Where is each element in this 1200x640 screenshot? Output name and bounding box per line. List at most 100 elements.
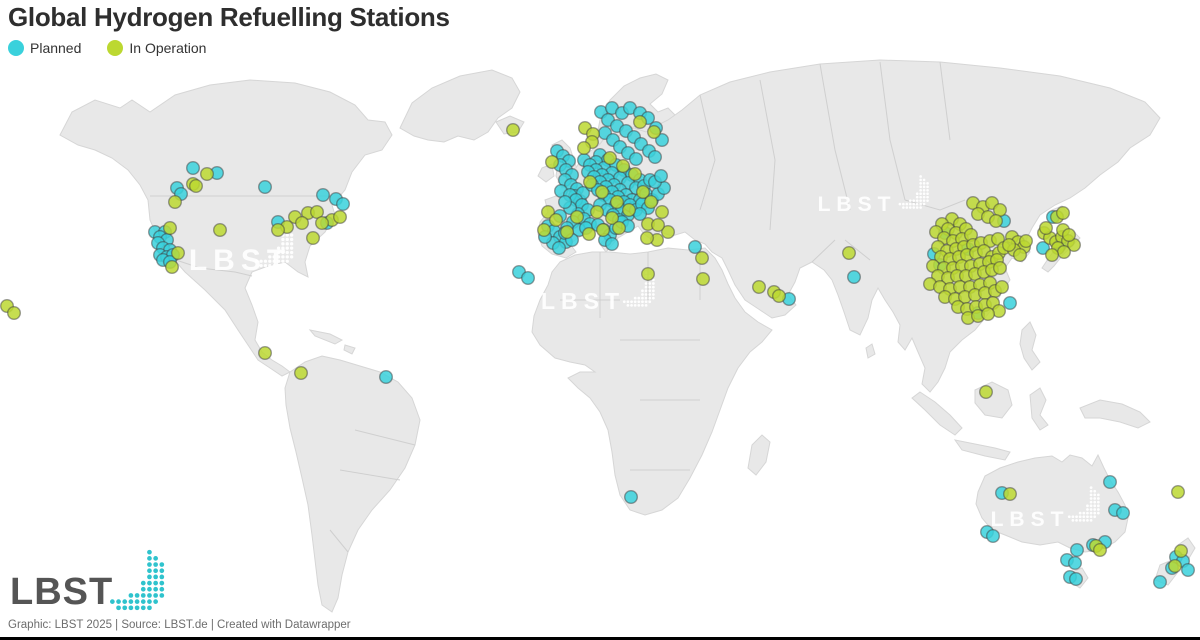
station-dot-in-operation[interactable] <box>583 174 598 189</box>
station-dot-in-operation[interactable] <box>628 166 643 181</box>
station-dot-in-operation[interactable] <box>1013 247 1028 262</box>
station-dot-planned[interactable] <box>1067 556 1082 571</box>
station-dot-planned[interactable] <box>1035 240 1050 255</box>
station-dot-planned[interactable] <box>1069 543 1084 558</box>
station-dot-in-operation[interactable] <box>577 140 592 155</box>
station-dot-in-operation[interactable] <box>1092 543 1107 558</box>
station-dot-in-operation[interactable] <box>772 289 787 304</box>
station-dot-in-operation[interactable] <box>167 194 182 209</box>
station-dot-in-operation[interactable] <box>1061 227 1076 242</box>
station-dot-in-operation[interactable] <box>1038 220 1053 235</box>
station-dot-in-operation[interactable] <box>595 184 610 199</box>
station-dot-planned[interactable] <box>521 271 536 286</box>
lbst-watermark-text: LBST <box>991 508 1070 531</box>
station-dot-in-operation[interactable] <box>294 366 309 381</box>
station-dot-in-operation[interactable] <box>6 306 22 321</box>
station-dot-in-operation[interactable] <box>596 222 611 237</box>
station-dot-in-operation[interactable] <box>995 280 1010 295</box>
station-dot-in-operation[interactable] <box>1003 487 1018 502</box>
station-dot-in-operation[interactable] <box>1055 205 1070 220</box>
lbst-watermark: LBST <box>189 224 294 277</box>
station-dot-planned[interactable] <box>688 239 703 254</box>
station-dot-in-operation[interactable] <box>981 307 996 322</box>
station-dot-in-operation[interactable] <box>188 178 203 193</box>
station-dot-planned[interactable] <box>552 240 567 255</box>
station-dot-in-operation[interactable] <box>582 226 597 241</box>
station-dot-in-operation[interactable] <box>610 194 625 209</box>
station-dot-in-operation[interactable] <box>170 245 185 260</box>
station-dot-planned[interactable] <box>336 196 351 211</box>
station-dot-in-operation[interactable] <box>164 260 179 275</box>
station-dot-in-operation[interactable] <box>696 272 711 287</box>
station-dot-in-operation[interactable] <box>570 209 585 224</box>
station-dot-planned[interactable] <box>605 236 620 251</box>
station-dot-planned[interactable] <box>1102 475 1117 490</box>
station-dot-in-operation[interactable] <box>549 212 564 227</box>
station-dot-planned[interactable] <box>1003 296 1018 311</box>
station-dot-planned[interactable] <box>654 168 669 183</box>
lbst-globe-icon <box>110 549 165 611</box>
station-dot-in-operation[interactable] <box>647 124 662 139</box>
station-dot-in-operation[interactable] <box>989 213 1004 228</box>
station-dot-in-operation[interactable] <box>306 230 321 245</box>
lbst-watermark: LBST <box>818 175 929 216</box>
lbst-watermark: LBST <box>541 271 655 314</box>
bottom-bar <box>0 637 1200 640</box>
station-dot-in-operation[interactable] <box>1044 247 1059 262</box>
station-dot-in-operation[interactable] <box>506 122 521 137</box>
station-dot-in-operation[interactable] <box>605 210 620 225</box>
station-dot-in-operation[interactable] <box>993 261 1008 276</box>
station-dot-in-operation[interactable] <box>644 194 659 209</box>
station-dot-in-operation[interactable] <box>545 154 560 169</box>
legend-label: Planned <box>30 40 82 56</box>
station-dot-in-operation[interactable] <box>979 385 994 400</box>
station-dot-in-operation[interactable] <box>651 217 666 232</box>
station-dot-planned[interactable] <box>624 490 639 505</box>
station-dot-in-operation[interactable] <box>636 184 651 199</box>
station-dot-planned[interactable] <box>629 151 644 166</box>
station-dot-in-operation[interactable] <box>271 222 286 237</box>
station-dot-in-operation[interactable] <box>842 245 857 260</box>
station-dot-planned[interactable] <box>648 149 663 164</box>
station-dot-in-operation[interactable] <box>333 209 348 224</box>
station-dot-in-operation[interactable] <box>1170 485 1185 500</box>
station-dot-planned[interactable] <box>1180 563 1195 578</box>
station-dot-in-operation[interactable] <box>1167 559 1182 574</box>
station-dot-in-operation[interactable] <box>641 267 656 282</box>
station-dot-in-operation[interactable] <box>752 280 767 295</box>
station-dot-planned[interactable] <box>1115 506 1130 521</box>
station-dot-in-operation[interactable] <box>560 224 575 239</box>
station-dot-planned[interactable] <box>258 179 273 194</box>
station-dot-in-operation[interactable] <box>655 204 670 219</box>
station-dot-in-operation[interactable] <box>199 166 214 181</box>
station-dot-planned[interactable] <box>986 529 1001 544</box>
station-dot-planned[interactable] <box>379 370 394 385</box>
station-dot-in-operation[interactable] <box>695 250 710 265</box>
station-dot-in-operation[interactable] <box>616 158 631 173</box>
station-dot-planned[interactable] <box>558 194 573 209</box>
station-dot-in-operation[interactable] <box>590 204 605 219</box>
station-dot-in-operation[interactable] <box>537 222 552 237</box>
station-dot-planned[interactable] <box>316 187 331 202</box>
station-dot-planned[interactable] <box>185 160 200 175</box>
station-dot-in-operation[interactable] <box>633 114 648 129</box>
station-dot-in-operation[interactable] <box>315 215 330 230</box>
station-dot-planned[interactable] <box>1068 572 1083 587</box>
station-dot-in-operation[interactable] <box>1056 244 1071 259</box>
station-dot-in-operation[interactable] <box>212 222 227 237</box>
station-dot-in-operation[interactable] <box>640 230 655 245</box>
station-dot-in-operation[interactable] <box>1019 233 1034 248</box>
station-dot-in-operation[interactable] <box>612 220 627 235</box>
station-dot-in-operation[interactable] <box>622 202 637 217</box>
header: Global Hydrogen Refuelling Stations Plan… <box>8 2 450 56</box>
station-dot-in-operation[interactable] <box>295 215 310 230</box>
legend-dot-icon <box>8 40 24 56</box>
station-dot-in-operation[interactable] <box>661 224 676 239</box>
station-dot-in-operation[interactable] <box>258 346 273 361</box>
station-dot-in-operation[interactable] <box>162 220 177 235</box>
station-dot-in-operation[interactable] <box>1002 237 1017 252</box>
station-dot-planned[interactable] <box>847 270 862 285</box>
station-dot-in-operation[interactable] <box>603 150 618 165</box>
station-dot-in-operation[interactable] <box>1173 544 1188 559</box>
station-dot-planned[interactable] <box>1152 575 1167 590</box>
